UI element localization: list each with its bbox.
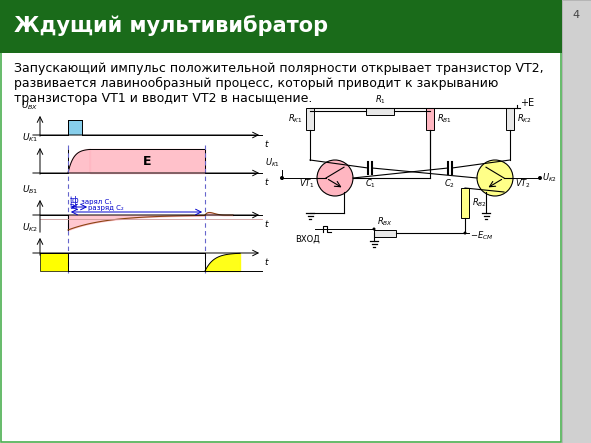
- Text: $R_{BX}$: $R_{BX}$: [377, 215, 393, 228]
- Text: tф: tф: [70, 196, 80, 205]
- Text: $U_{K1}$: $U_{K1}$: [22, 132, 38, 144]
- Text: Ждущий мультивибратор: Ждущий мультивибратор: [14, 16, 328, 36]
- Text: $VT_1$: $VT_1$: [299, 177, 315, 190]
- Text: ВХОД: ВХОД: [296, 235, 320, 244]
- Bar: [40, 253, 68, 271]
- Bar: [374, 229, 396, 237]
- Text: зарял C₁: зарял C₁: [81, 199, 112, 205]
- Text: $R_1$: $R_1$: [375, 93, 385, 105]
- Text: $C_2$: $C_2$: [444, 177, 456, 190]
- Text: Запускающий импульс положительной полярности открывает транзистор VT2,: Запускающий импульс положительной полярн…: [14, 62, 544, 75]
- Bar: [506, 108, 514, 130]
- Bar: [0, 0, 562, 53]
- Text: $U_{BX}$: $U_{BX}$: [21, 100, 38, 112]
- Text: разряд C₂: разряд C₂: [88, 205, 124, 211]
- Text: $U_{K2}$: $U_{K2}$: [542, 172, 557, 184]
- Text: $-E_{CM}$: $-E_{CM}$: [470, 230, 493, 242]
- Bar: [562, 0, 591, 443]
- Circle shape: [280, 176, 284, 180]
- Circle shape: [477, 160, 513, 196]
- Text: tн: tн: [70, 202, 78, 211]
- Text: $R_{K1}$: $R_{K1}$: [288, 113, 303, 125]
- Polygon shape: [68, 149, 90, 173]
- Circle shape: [317, 160, 353, 196]
- Text: $VT_2$: $VT_2$: [515, 177, 531, 190]
- Text: +E: +E: [520, 98, 534, 108]
- Circle shape: [372, 228, 375, 230]
- Text: развивается лавинообразный процесс, который приводит к закрыванию: развивается лавинообразный процесс, кото…: [14, 77, 498, 90]
- Text: $U_{K1}$: $U_{K1}$: [265, 156, 280, 169]
- Text: $R_{B1}$: $R_{B1}$: [437, 113, 452, 125]
- Text: $U_{K2}$: $U_{K2}$: [22, 222, 38, 234]
- Circle shape: [538, 176, 542, 180]
- Polygon shape: [90, 149, 205, 173]
- Bar: [366, 108, 394, 114]
- Bar: [426, 108, 434, 130]
- Text: $U_{Б1}$: $U_{Б1}$: [22, 183, 38, 196]
- Text: t: t: [264, 220, 268, 229]
- Text: $R_{K2}$: $R_{K2}$: [517, 113, 532, 125]
- Text: $C_1$: $C_1$: [365, 177, 375, 190]
- Text: t: t: [264, 178, 268, 187]
- Text: 4: 4: [573, 10, 580, 20]
- Bar: [68, 120, 82, 135]
- Text: E: E: [143, 155, 152, 167]
- Bar: [461, 188, 469, 218]
- Text: $R_{B2}$: $R_{B2}$: [472, 197, 487, 209]
- Circle shape: [463, 232, 466, 234]
- Text: транзистора VT1 и вводит VT2 в насыщение.: транзистора VT1 и вводит VT2 в насыщение…: [14, 92, 313, 105]
- Bar: [306, 108, 314, 130]
- Text: t: t: [264, 140, 268, 149]
- Text: t: t: [264, 258, 268, 267]
